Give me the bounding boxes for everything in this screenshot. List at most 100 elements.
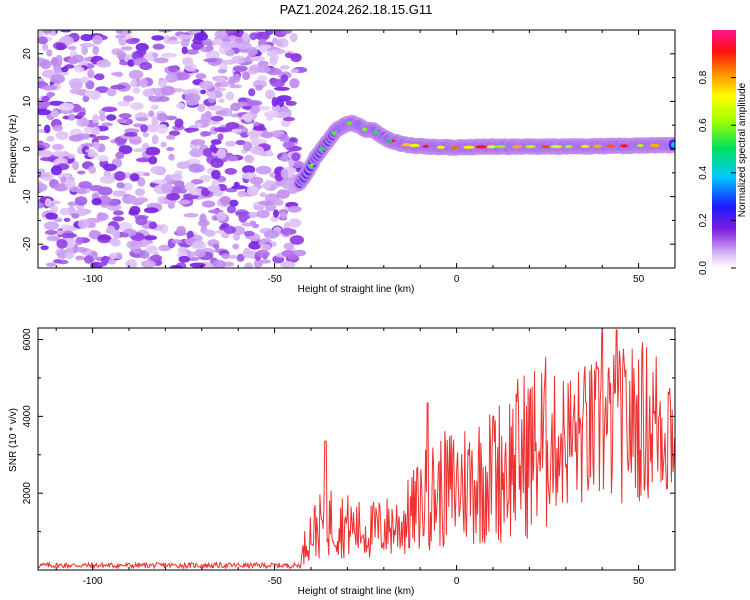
noise-blob: [139, 78, 148, 88]
track-hotspot: [475, 145, 487, 149]
colorbar-tick-label: 0.8: [698, 70, 709, 84]
noise-blob: [256, 65, 271, 74]
spectrogram-xtick-label: -50: [267, 274, 282, 285]
noise-blob: [49, 200, 61, 205]
noise-blob: [273, 209, 279, 218]
spectrogram-ytick-label: 20: [22, 48, 33, 60]
track-hotspot: [362, 127, 368, 132]
noise-blob: [190, 139, 206, 146]
noise-blob: [189, 148, 204, 158]
noise-blob: [289, 137, 298, 143]
noise-blob: [151, 134, 159, 145]
noise-blob: [208, 92, 216, 100]
noise-blob: [218, 98, 225, 103]
noise-blob: [167, 40, 181, 45]
noise-blob: [203, 58, 219, 63]
noise-blob: [56, 239, 68, 249]
noise-blob: [213, 76, 226, 83]
noise-blob: [83, 255, 94, 264]
noise-blob: [232, 243, 240, 250]
noise-blob: [137, 177, 146, 187]
noise-blob: [79, 116, 88, 127]
noise-blob: [133, 197, 149, 203]
noise-blob: [216, 87, 226, 92]
noise-blob: [53, 183, 69, 192]
noise-blob: [166, 193, 181, 201]
noise-blob: [106, 114, 117, 121]
noise-blob: [177, 34, 193, 40]
spectrogram-image: [38, 30, 675, 268]
noise-blob: [255, 165, 272, 175]
noise-blob: [77, 219, 90, 229]
noise-blob: [51, 57, 58, 66]
noise-blob: [167, 65, 178, 73]
track-hotspot: [593, 144, 602, 148]
noise-blob: [46, 135, 55, 142]
noise-blob: [217, 69, 227, 74]
noise-blob: [46, 235, 60, 241]
noise-blob: [108, 259, 116, 265]
noise-blob: [259, 259, 271, 264]
noise-blob: [210, 139, 222, 145]
noise-blob: [279, 65, 290, 70]
noise-blob: [60, 66, 69, 73]
noise-blob: [129, 135, 142, 145]
noise-blob: [115, 30, 123, 34]
noise-blob: [127, 59, 135, 67]
noise-blob: [109, 237, 120, 246]
noise-blob: [244, 154, 255, 164]
noise-blob: [76, 208, 88, 217]
noise-blob: [38, 36, 48, 45]
noise-blob: [183, 213, 199, 218]
noise-blob: [115, 34, 126, 39]
noise-blob: [80, 34, 94, 42]
track-hotspot: [486, 145, 497, 149]
noise-blob: [99, 175, 116, 184]
noise-blob: [72, 160, 79, 171]
noise-blob: [45, 212, 58, 220]
noise-blob: [38, 182, 48, 192]
noise-blob: [207, 185, 219, 192]
noise-blob: [242, 105, 254, 110]
track-hotspot: [564, 145, 573, 149]
noise-blob: [144, 235, 158, 241]
noise-blob: [75, 236, 83, 246]
noise-blob: [205, 50, 220, 60]
noise-blob: [210, 158, 224, 169]
noise-blob: [64, 248, 76, 253]
noise-blob: [117, 100, 130, 107]
spectrogram-ytick-label: 0: [22, 146, 33, 152]
noise-blob: [246, 100, 262, 107]
noise-blob: [76, 188, 87, 195]
noise-blob: [121, 232, 129, 238]
noise-blob: [180, 38, 190, 47]
noise-blob: [214, 82, 222, 88]
noise-blob: [39, 101, 51, 108]
noise-blob: [289, 78, 300, 89]
snr-xlabel: Height of straight line (km): [298, 586, 415, 597]
noise-blob: [169, 173, 183, 181]
noise-blob: [243, 230, 255, 237]
noise-blob: [96, 59, 112, 68]
track-hotspot: [436, 145, 445, 149]
noise-blob: [41, 95, 50, 103]
noise-blob: [280, 74, 289, 83]
noise-blob: [82, 95, 90, 103]
noise-blob: [244, 262, 254, 268]
noise-blob: [133, 148, 147, 153]
noise-blob: [139, 62, 153, 71]
noise-blob: [79, 43, 96, 48]
noise-blob: [249, 131, 258, 142]
track-hotspot: [451, 145, 459, 150]
noise-blob: [106, 87, 117, 97]
noise-blob: [60, 224, 71, 229]
noise-blob: [184, 182, 196, 192]
noise-blob: [231, 55, 246, 64]
noise-blob: [40, 59, 52, 70]
noise-blob: [151, 35, 165, 41]
noise-blob: [225, 30, 236, 35]
noise-blob: [53, 217, 63, 223]
colorbar-label: Normalized spectral amplitude: [737, 82, 748, 217]
noise-blob: [101, 122, 114, 127]
noise-blob: [79, 76, 90, 84]
